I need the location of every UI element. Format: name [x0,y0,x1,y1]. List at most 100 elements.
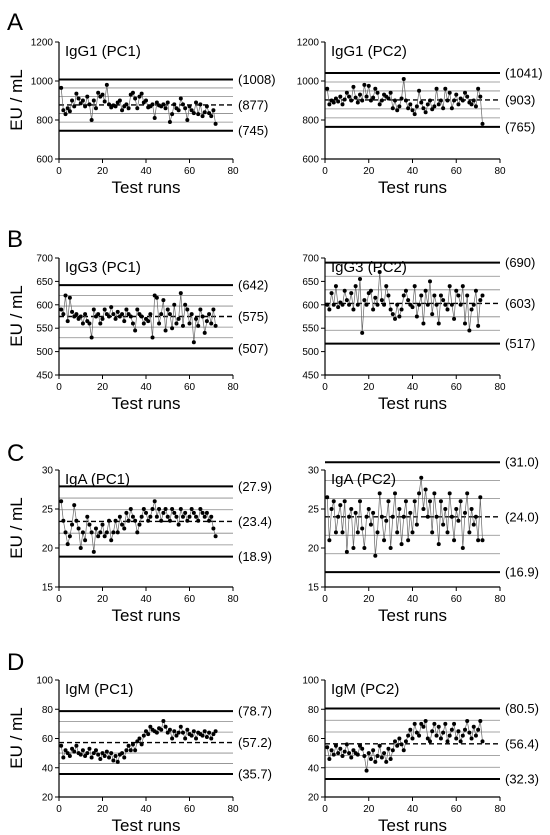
data-point [89,118,94,122]
data-point [375,302,380,307]
data-point [373,86,378,91]
data-point [113,104,118,109]
y-axis-title-b: EU / mL [7,285,26,346]
data-point [63,112,68,117]
data-point [163,724,168,729]
y-tick-label: 800 [36,116,53,127]
data-point [460,733,465,738]
data-point [421,507,426,511]
data-point [124,102,129,107]
data-point [93,748,98,753]
x-axis-title: Test runs [112,606,181,625]
mean-label: (603) [505,296,535,311]
y-tick-label: 25 [42,505,54,516]
data-point [96,752,101,757]
data-point [174,514,179,519]
data-point [388,756,393,761]
data-point [340,530,345,535]
data-point [403,98,408,103]
data-point [395,530,400,535]
data-point [189,312,194,317]
data-point [373,759,378,764]
data-point [421,106,426,111]
data-point [144,510,148,515]
data-point [349,98,354,103]
data-point [344,90,349,95]
data-point [130,90,135,95]
data-point [135,106,140,111]
data-point [80,748,85,753]
data-point [174,733,179,738]
data-point [408,727,413,732]
data-point [419,100,424,105]
x-axis-title: Test runs [378,178,447,197]
data-point [202,729,207,734]
data-point [163,328,168,333]
x-tick-label: 80 [227,382,239,393]
data-point [417,302,422,307]
data-point [417,733,422,738]
data-point [338,503,343,508]
data-point [128,748,133,753]
data-point [425,514,430,519]
data-point [61,108,66,113]
series-line [60,84,216,124]
data-point [67,754,72,759]
y-tick-label: 60 [308,734,320,745]
data-point [471,724,476,729]
data-point [406,733,411,738]
data-point [390,514,395,519]
data-point [172,510,177,515]
data-point [178,96,183,101]
data-point [443,302,448,307]
data-point [59,85,64,90]
data-point [362,298,367,303]
data-point [200,314,205,319]
data-point [135,739,140,744]
data-point [154,730,159,735]
data-point [61,518,66,523]
data-point [135,530,140,535]
data-point [373,553,378,558]
data-point [438,293,443,298]
data-point [172,729,177,734]
lower-limit-label: (18.9) [238,549,272,564]
data-point [478,298,483,303]
data-point [104,749,109,754]
data-point [438,736,443,741]
data-point [454,288,459,293]
data-point [65,106,70,111]
x-tick-label: 20 [97,804,109,815]
data-point [399,96,404,101]
mean-label: (23.4) [238,514,272,529]
data-point [412,499,417,504]
x-tick-label: 60 [451,804,463,815]
data-point [87,102,92,107]
data-point [98,321,103,326]
x-tick-label: 0 [56,804,62,815]
data-point [377,270,382,275]
x-axis-title: Test runs [378,394,447,413]
data-point [364,302,369,307]
upper-limit-label: (1008) [238,72,276,87]
data-point [452,98,457,103]
y-tick-label: 20 [42,793,54,804]
chart-title: IgG1 (PC1) [65,43,141,60]
data-point [368,288,373,293]
mean-label: (877) [238,97,268,112]
data-point [122,319,127,324]
data-point [204,735,209,740]
data-point [410,736,415,741]
data-point [452,721,457,726]
data-point [148,724,153,729]
data-point [342,288,347,293]
data-point [128,507,133,511]
panel-letter-d: D [7,649,24,676]
data-point [465,94,470,99]
data-point [423,718,428,723]
data-point [191,340,196,345]
data-point [200,733,205,738]
data-point [109,305,114,310]
data-point [351,307,356,312]
